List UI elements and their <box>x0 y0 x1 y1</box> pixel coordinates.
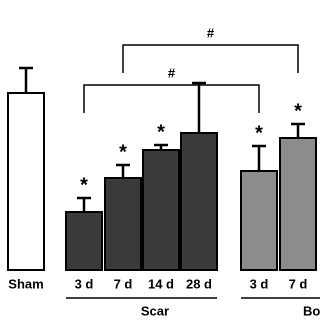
bar <box>104 177 142 271</box>
x-tick-label: 3 d <box>75 276 94 291</box>
x-tick-label: 7 d <box>289 276 308 291</box>
x-tick-label: 3 d <box>250 276 269 291</box>
bar <box>142 149 180 271</box>
significance-marker: * <box>255 122 263 144</box>
significance-marker: * <box>80 174 88 196</box>
x-tick-label: Sham <box>8 276 43 291</box>
comparison-bracket <box>83 84 260 113</box>
x-tick-label: 28 d <box>186 276 212 291</box>
significance-marker: * <box>294 100 302 122</box>
comparison-label: # <box>168 65 176 80</box>
bar <box>240 170 278 271</box>
bar <box>65 211 103 271</box>
x-tick-label: 14 d <box>148 276 174 291</box>
comparison-label: # <box>207 25 215 40</box>
x-tick-label: 7 d <box>114 276 133 291</box>
group-label: Bo <box>303 303 320 318</box>
significance-marker: * <box>157 121 165 143</box>
significance-marker: * <box>119 141 127 163</box>
comparison-bracket <box>122 44 299 73</box>
group-label: Scar <box>141 303 169 318</box>
bar <box>180 132 218 271</box>
bar <box>7 92 45 271</box>
bar <box>279 137 317 271</box>
